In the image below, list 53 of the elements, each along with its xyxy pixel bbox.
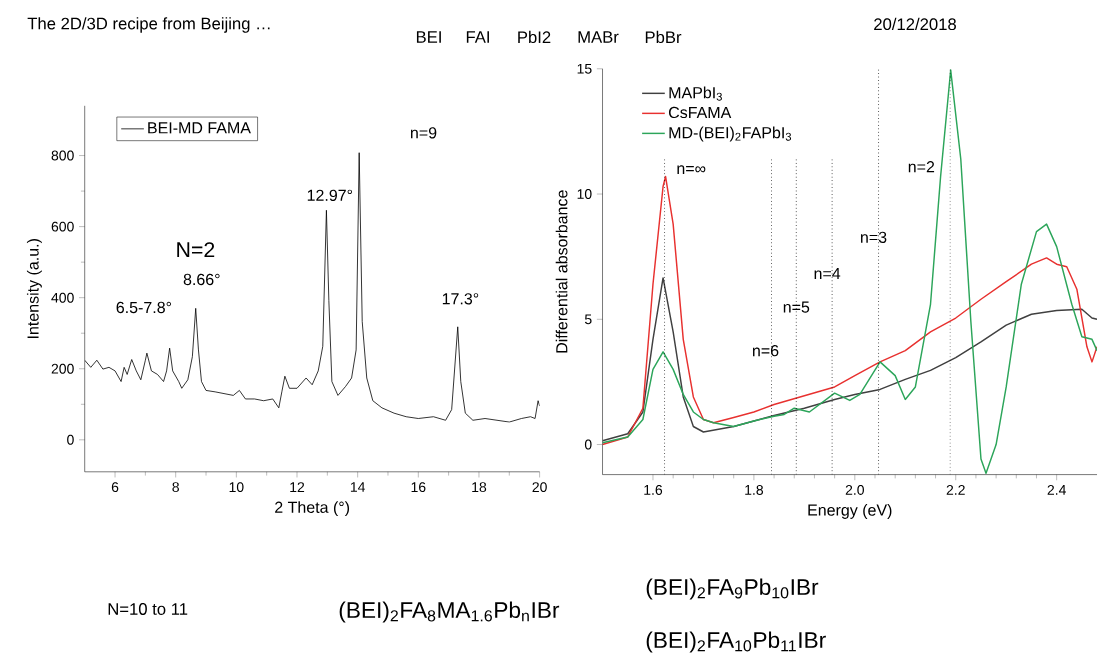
annotation: 12.97° [307,189,353,201]
y-tick-label: 200 [51,363,74,374]
y-tick-label: 0 [67,434,74,445]
text: The 2D/3D recipe from Beijing … [27,17,270,33]
annotation: n=∞ [677,165,706,174]
annotation: 17.3° [442,293,479,305]
x-tick-label: 2.4 [1047,484,1066,495]
x-tick-label: 16 [411,482,426,493]
x-tick-label: 1.6 [644,484,663,495]
text: 20/12/2018 [874,17,956,31]
x-axis-title: 2 Theta (°) [275,501,350,517]
y-tick-label: 5 [584,314,592,325]
x-tick-label: 8 [172,482,179,493]
annotation: 6.5-7.8° [116,301,172,314]
x-tick-label: 2.2 [946,484,965,495]
legend-label: CsFAMA [668,106,732,119]
y-tick-label: 800 [51,150,74,161]
y-tick-label: 15 [577,63,592,74]
x-tick-label: 6 [111,482,119,493]
x-tick-label: 1.8 [745,484,764,495]
legend-label: MD-(BEI)$_{2}$FAPbI$_{3}$ [669,126,792,142]
x-tick-label: 18 [472,482,487,493]
annotation: n=4 [814,267,841,279]
annotation: n=2 [908,161,935,173]
text: FAI [466,31,489,43]
y-axis-title: Intensity (a.u.) [26,239,42,339]
y-tick-label: 10 [577,189,592,200]
x-tick-label: 14 [350,482,366,492]
text: N=10 to 11 [108,603,188,615]
annotation: 8.66° [183,273,220,286]
y-axis-title: Differential absorbance [555,190,568,353]
y-tick-label: 0 [584,439,592,450]
annotation: n=5 [783,301,810,313]
legend-label: MAPbI$_{3}$ [669,86,722,101]
y-tick-label: 400 [51,292,74,303]
text: PbBr [645,30,682,44]
annotation: n=3 [861,231,887,243]
text: (BEI)$_{2}$FA$_{10}$Pb$_{11}$IBr [646,631,826,653]
annotation: n=9 [410,127,437,139]
x-tick-label: 12 [290,482,305,492]
text: (BEI)$_{2}$FA$_{8}$MA$_{1.6}$Pb$_{n}$IBr [339,601,560,623]
text: BEI [416,31,441,43]
y-tick-label: 600 [51,221,74,232]
annotation: n=6 [753,345,779,357]
x-tick-label: 20 [532,482,547,493]
x-tick-label: 2.0 [845,484,864,495]
text: PbI2 [518,30,551,44]
annotation: N=2 [177,242,215,258]
x-axis-title: Energy (eV) [808,503,892,519]
text: (BEI)$_{2}$FA$_{9}$Pb$_{10}$IBr [646,578,819,600]
legend-label: BEI-MD FAMA [148,122,251,134]
text: MABr [578,31,619,43]
x-tick-label: 10 [229,482,244,493]
